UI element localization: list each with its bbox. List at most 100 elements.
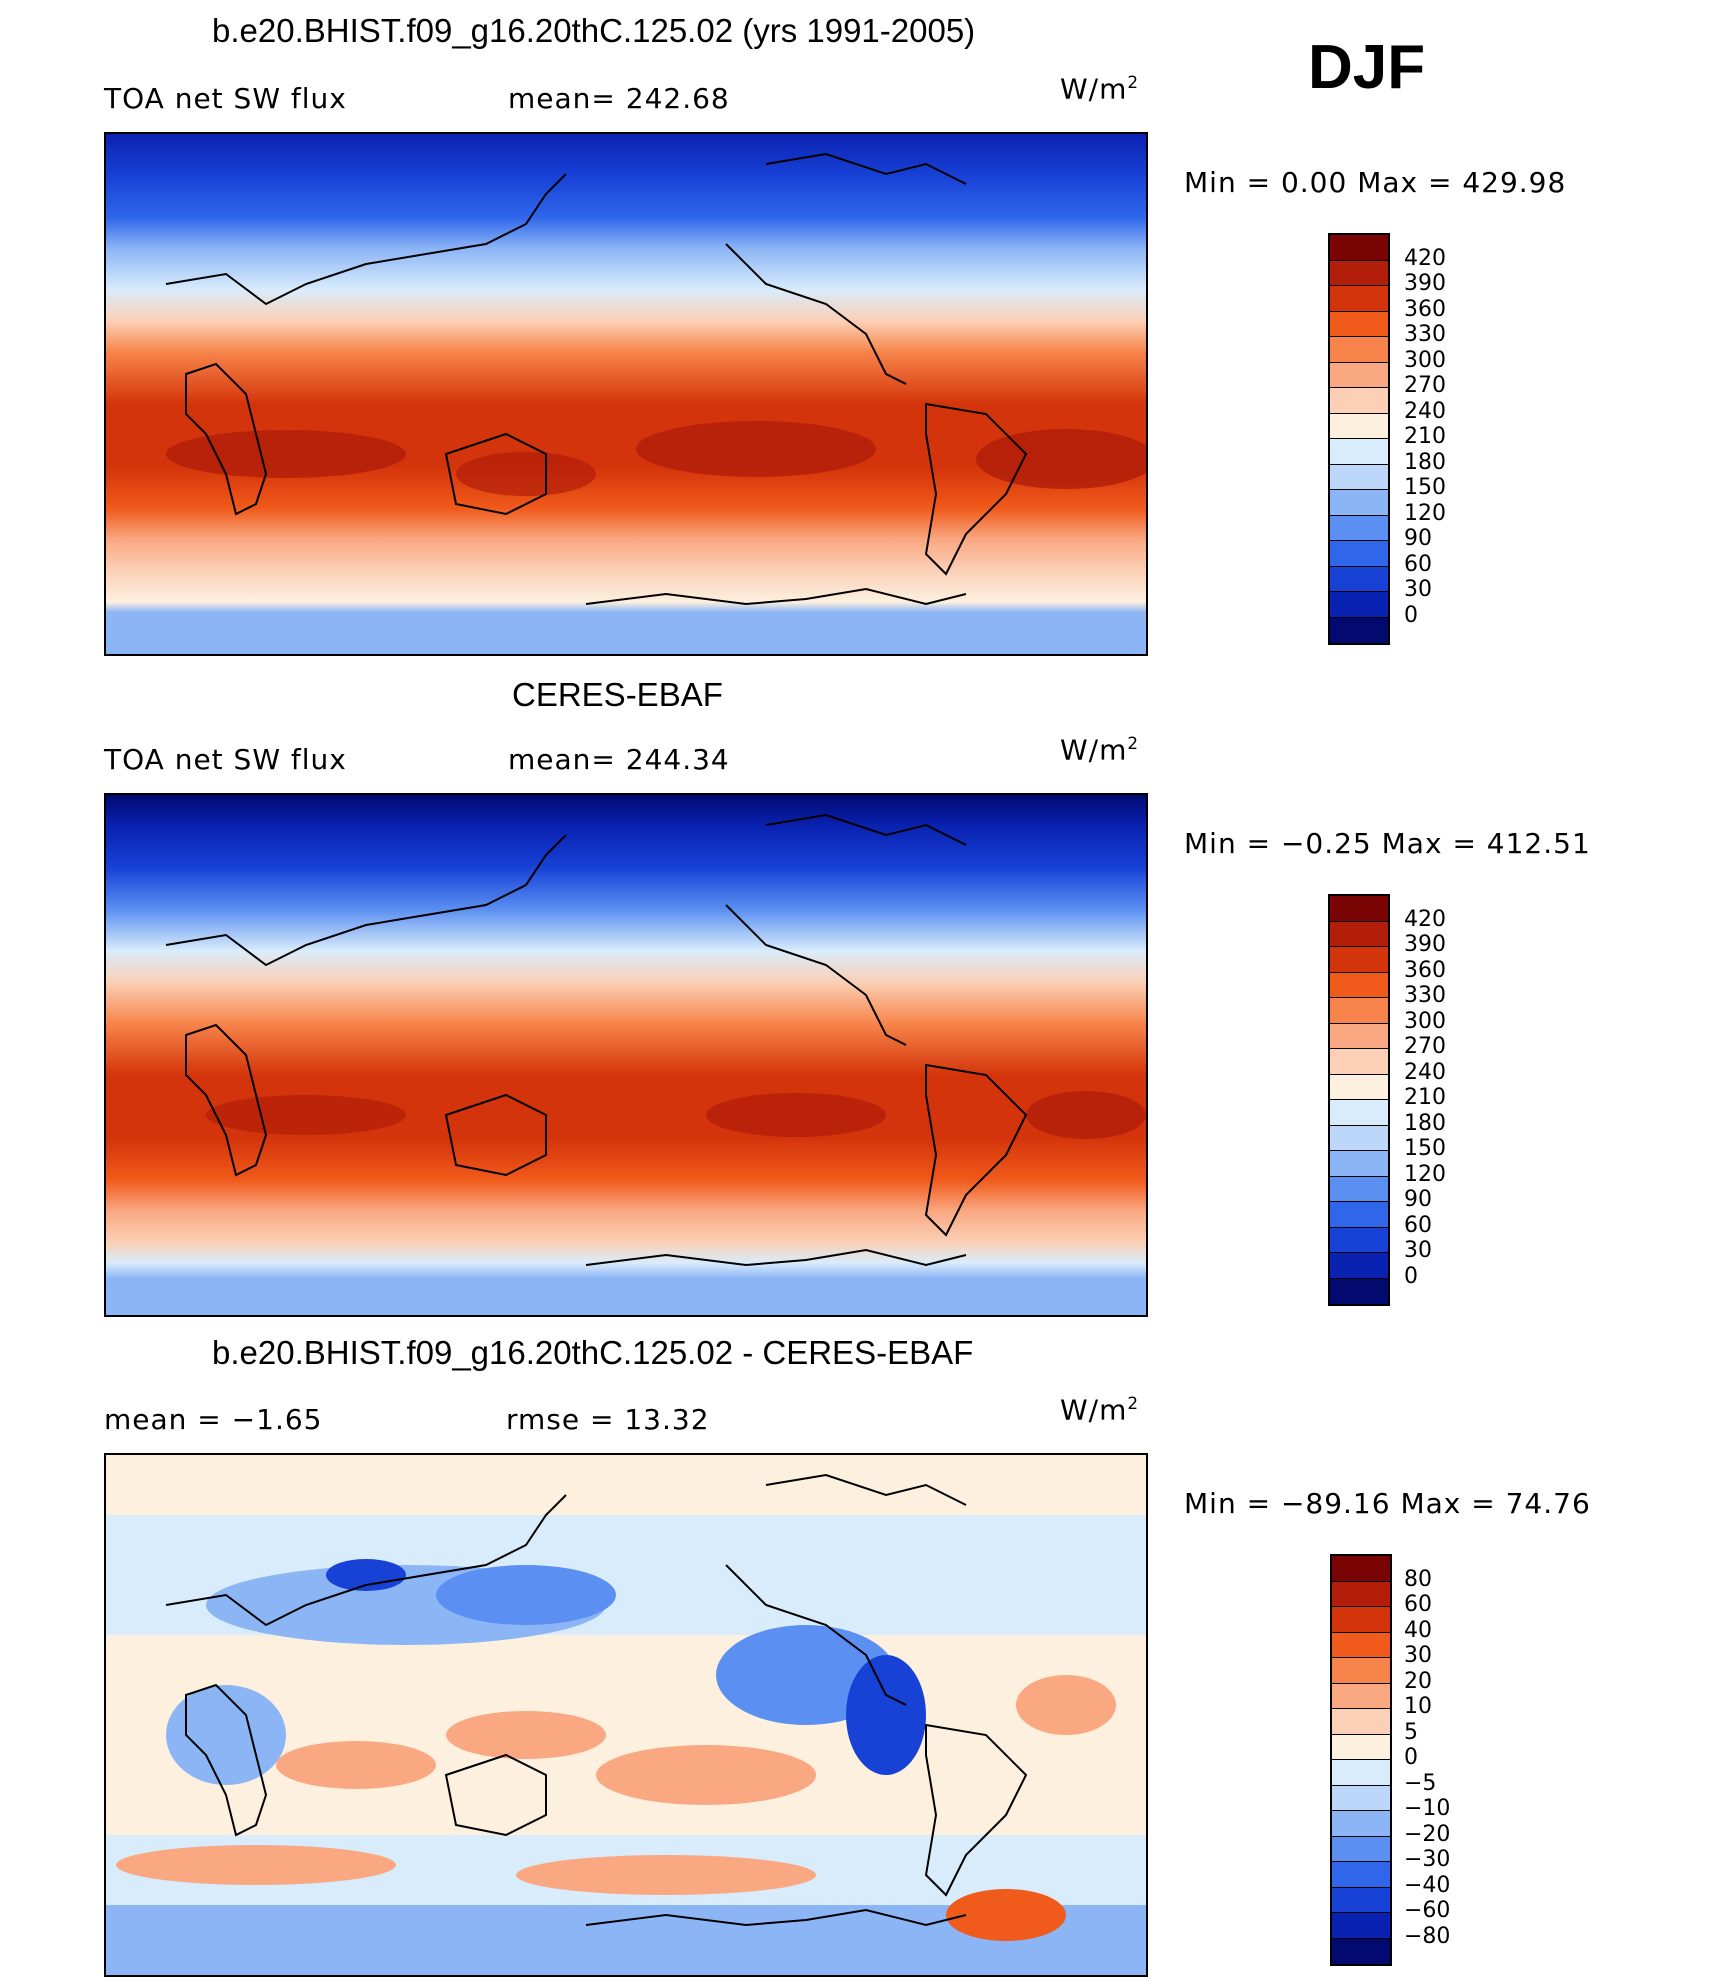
colorbar-tick-label: 0 [1404, 1745, 1418, 1770]
colorbar-tick-label: 150 [1404, 1136, 1446, 1161]
colorbar-tick-label: 330 [1404, 322, 1446, 347]
panel-1-colorbar-labels: 420 390 360 330 300 270 240 210 180 150 120 90 60 30 0 [1404, 233, 1524, 645]
colorbar-tick-label: 30 [1404, 1238, 1432, 1263]
colorbar-box [1330, 362, 1388, 388]
colorbar-tick-label: 330 [1404, 983, 1446, 1008]
colorbar-box [1332, 1632, 1390, 1658]
colorbar-box [1330, 1202, 1388, 1228]
colorbar-box [1332, 1785, 1390, 1811]
colorbar-tick-label: 210 [1404, 424, 1446, 449]
colorbar-box [1332, 1836, 1390, 1862]
colorbar-tick-label: 390 [1404, 932, 1446, 957]
colorbar-box [1330, 1125, 1388, 1151]
panel-2-mean-label: mean= 244.34 [508, 743, 730, 776]
colorbar-box [1332, 1760, 1390, 1786]
colorbar-tick-label: −20 [1404, 1821, 1451, 1847]
colorbar-box [1330, 286, 1388, 312]
panel-1-mean-label: mean= 242.68 [508, 82, 730, 115]
colorbar-box [1330, 896, 1388, 922]
panel-3-colorbar-labels: 80 60 40 30 20 10 5 0 −5 −10 −20 −30 −40 −60 −80 [1404, 1554, 1524, 1966]
colorbar-box [1330, 947, 1388, 973]
colorbar-box [1330, 1074, 1388, 1100]
colorbar-tick-label: −10 [1404, 1796, 1451, 1821]
colorbar-box [1330, 972, 1388, 998]
colorbar-box [1330, 1176, 1388, 1202]
colorbar-tick-label: 180 [1404, 449, 1446, 475]
colorbar-tick-label: 240 [1404, 398, 1446, 424]
panel-3-minmax: Min = −89.16 Max = 74.76 [1184, 1487, 1591, 1520]
colorbar-tick-label: 90 [1404, 1187, 1432, 1212]
panel-2-variable-label: TOA net SW flux [104, 743, 347, 776]
colorbar-box [1332, 1938, 1390, 1964]
colorbar-tick-label: 80 [1404, 1566, 1432, 1592]
panel-1-variable-label: TOA net SW flux [104, 82, 347, 115]
colorbar-tick-label: 360 [1404, 296, 1446, 322]
panel-3-coastlines [165, 1473, 1028, 1927]
colorbar-box [1332, 1607, 1390, 1633]
colorbar-tick-label: 390 [1404, 271, 1446, 296]
colorbar-box [1330, 388, 1388, 414]
colorbar-tick-label: 120 [1404, 1161, 1446, 1187]
panel-2-colorbar-labels: 420 390 360 330 300 270 240 210 180 150 120 90 60 30 0 [1404, 894, 1524, 1306]
colorbar-box [1332, 1709, 1390, 1735]
colorbar-box [1330, 541, 1388, 567]
panel-1-title: b.e20.BHIST.f09_g16.20thC.125.02 (yrs 19… [212, 12, 976, 49]
colorbar-tick-label: 5 [1404, 1719, 1418, 1745]
colorbar-box [1330, 566, 1388, 592]
panel-2-coastlines [165, 813, 1028, 1267]
colorbar-tick-label: 30 [1404, 577, 1432, 602]
colorbar-tick-label: −40 [1404, 1872, 1451, 1898]
panel-2-title: CERES-EBAF [512, 676, 723, 713]
colorbar-box [1330, 413, 1388, 439]
colorbar-box [1330, 1227, 1388, 1253]
colorbar-tick-label: 270 [1404, 1034, 1446, 1059]
colorbar-box [1332, 1734, 1390, 1760]
colorbar-box [1330, 1023, 1388, 1049]
colorbar-box [1330, 490, 1388, 516]
panel-1-coastlines [165, 152, 1028, 606]
colorbar-tick-label: 420 [1404, 906, 1446, 932]
panel-2-colorbar [1328, 894, 1390, 1306]
colorbar-tick-label: 240 [1404, 1059, 1446, 1085]
colorbar-tick-label: 210 [1404, 1085, 1446, 1110]
colorbar-box [1330, 235, 1388, 261]
panel-1-minmax: Min = 0.00 Max = 429.98 [1184, 166, 1567, 199]
colorbar-box [1332, 1913, 1390, 1939]
panel-3-title: b.e20.BHIST.f09_g16.20thC.125.02 - CERES… [212, 1334, 974, 1371]
colorbar-tick-label: 360 [1404, 957, 1446, 983]
panel-3-colorbar [1330, 1554, 1392, 1966]
colorbar-box [1332, 1683, 1390, 1709]
colorbar-box [1332, 1811, 1390, 1837]
panel-1-map [104, 132, 1148, 656]
colorbar-tick-label: −5 [1404, 1770, 1437, 1796]
colorbar-box [1330, 1278, 1388, 1304]
colorbar-box [1330, 998, 1388, 1024]
colorbar-box [1332, 1658, 1390, 1684]
colorbar-tick-label: 270 [1404, 373, 1446, 398]
colorbar-tick-label: −80 [1404, 1923, 1451, 1949]
colorbar-box [1330, 1151, 1388, 1177]
colorbar-box [1330, 1100, 1388, 1126]
colorbar-box [1332, 1556, 1390, 1582]
colorbar-box [1330, 260, 1388, 286]
colorbar-box [1330, 515, 1388, 541]
panel-3-mean-label: mean = −1.65 [104, 1403, 323, 1436]
colorbar-tick-label: 40 [1404, 1617, 1432, 1643]
colorbar-tick-label: 300 [1404, 347, 1446, 373]
panel-3-rmse-label: rmse = 13.32 [506, 1403, 710, 1436]
colorbar-tick-label: 90 [1404, 526, 1432, 551]
colorbar-box [1330, 1049, 1388, 1075]
colorbar-box [1332, 1887, 1390, 1913]
colorbar-box [1332, 1862, 1390, 1888]
panel-3-map-svg [106, 1455, 1146, 1975]
colorbar-tick-label: −60 [1404, 1898, 1451, 1923]
colorbar-box [1330, 617, 1388, 643]
colorbar-tick-label: 60 [1404, 1592, 1432, 1617]
colorbar-box [1330, 464, 1388, 490]
colorbar-tick-label: −30 [1404, 1847, 1451, 1872]
colorbar-box [1330, 592, 1388, 618]
panel-1-map-svg [106, 134, 1146, 654]
panel-2-map-svg [106, 795, 1146, 1315]
colorbar-tick-label: 420 [1404, 245, 1446, 271]
colorbar-tick-label: 150 [1404, 475, 1446, 500]
